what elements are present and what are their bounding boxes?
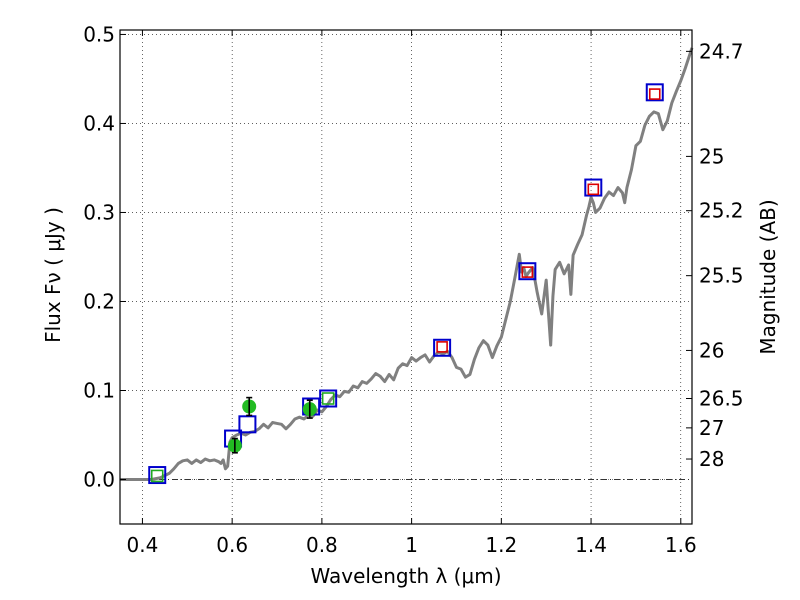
y-tick-label: 0.4: [83, 111, 115, 135]
bandpass-square: [148, 466, 167, 485]
bandpass-square: [238, 415, 257, 434]
model-sed-line: [120, 47, 694, 481]
mag-tick-label: 25.2: [699, 199, 744, 223]
x-tick-label: 1: [405, 533, 418, 557]
axis-ticks: [120, 30, 692, 524]
x-tick-label: 1.2: [485, 533, 517, 557]
plot-frame: [119, 29, 693, 525]
bandpass-square: [150, 469, 164, 483]
bandpass-square: [319, 389, 338, 408]
grid-lines: [120, 30, 692, 524]
bandpass-square: [648, 88, 661, 100]
axis-tick-labels: 0.4 0.6 0.8 1 1.2 1.4 1.6 0.0 0.1 0.2 0.3 0.4 0.5 24.…: [83, 22, 743, 557]
x-tick-label: 0.6: [216, 533, 248, 557]
mag-tick-label: 26.5: [699, 386, 744, 410]
mag-tick-label: 25: [699, 144, 724, 168]
y-tick-label: 0.2: [83, 289, 115, 313]
y-axis-label: Flux Fν ( μJy ): [41, 207, 65, 343]
mag-tick-label: 28: [699, 447, 724, 471]
x-tick-label: 1.4: [575, 533, 607, 557]
bandpass-square: [584, 178, 603, 197]
bandpass-square: [436, 341, 448, 353]
y-tick-label: 0.1: [83, 378, 115, 402]
x-tick-label: 0.4: [127, 533, 159, 557]
mag-tick-label: 26: [699, 338, 724, 362]
x-tick-label: 0.8: [306, 533, 338, 557]
x-axis-label: Wavelength λ (μm): [310, 564, 501, 588]
bandpass-square: [321, 392, 335, 405]
bandpass-square: [587, 183, 600, 196]
y-tick-label: 0.3: [83, 200, 115, 224]
mag-tick-label: 25.5: [699, 264, 744, 288]
mag-tick-label: 24.7: [699, 39, 744, 63]
bandpass-square: [518, 262, 537, 281]
y-tick-label: 0.5: [83, 22, 115, 46]
bandpass-square: [645, 83, 664, 102]
markers-layer: [148, 83, 664, 485]
bandpass-square: [521, 266, 534, 278]
y2-axis-label: Magnitude (AB): [756, 199, 780, 354]
bandpass-square: [433, 338, 452, 357]
mag-tick-label: 27: [699, 416, 724, 440]
x-tick-label: 1.6: [665, 533, 697, 557]
series-layer: [120, 47, 694, 481]
y-tick-label: 0.0: [83, 467, 115, 491]
